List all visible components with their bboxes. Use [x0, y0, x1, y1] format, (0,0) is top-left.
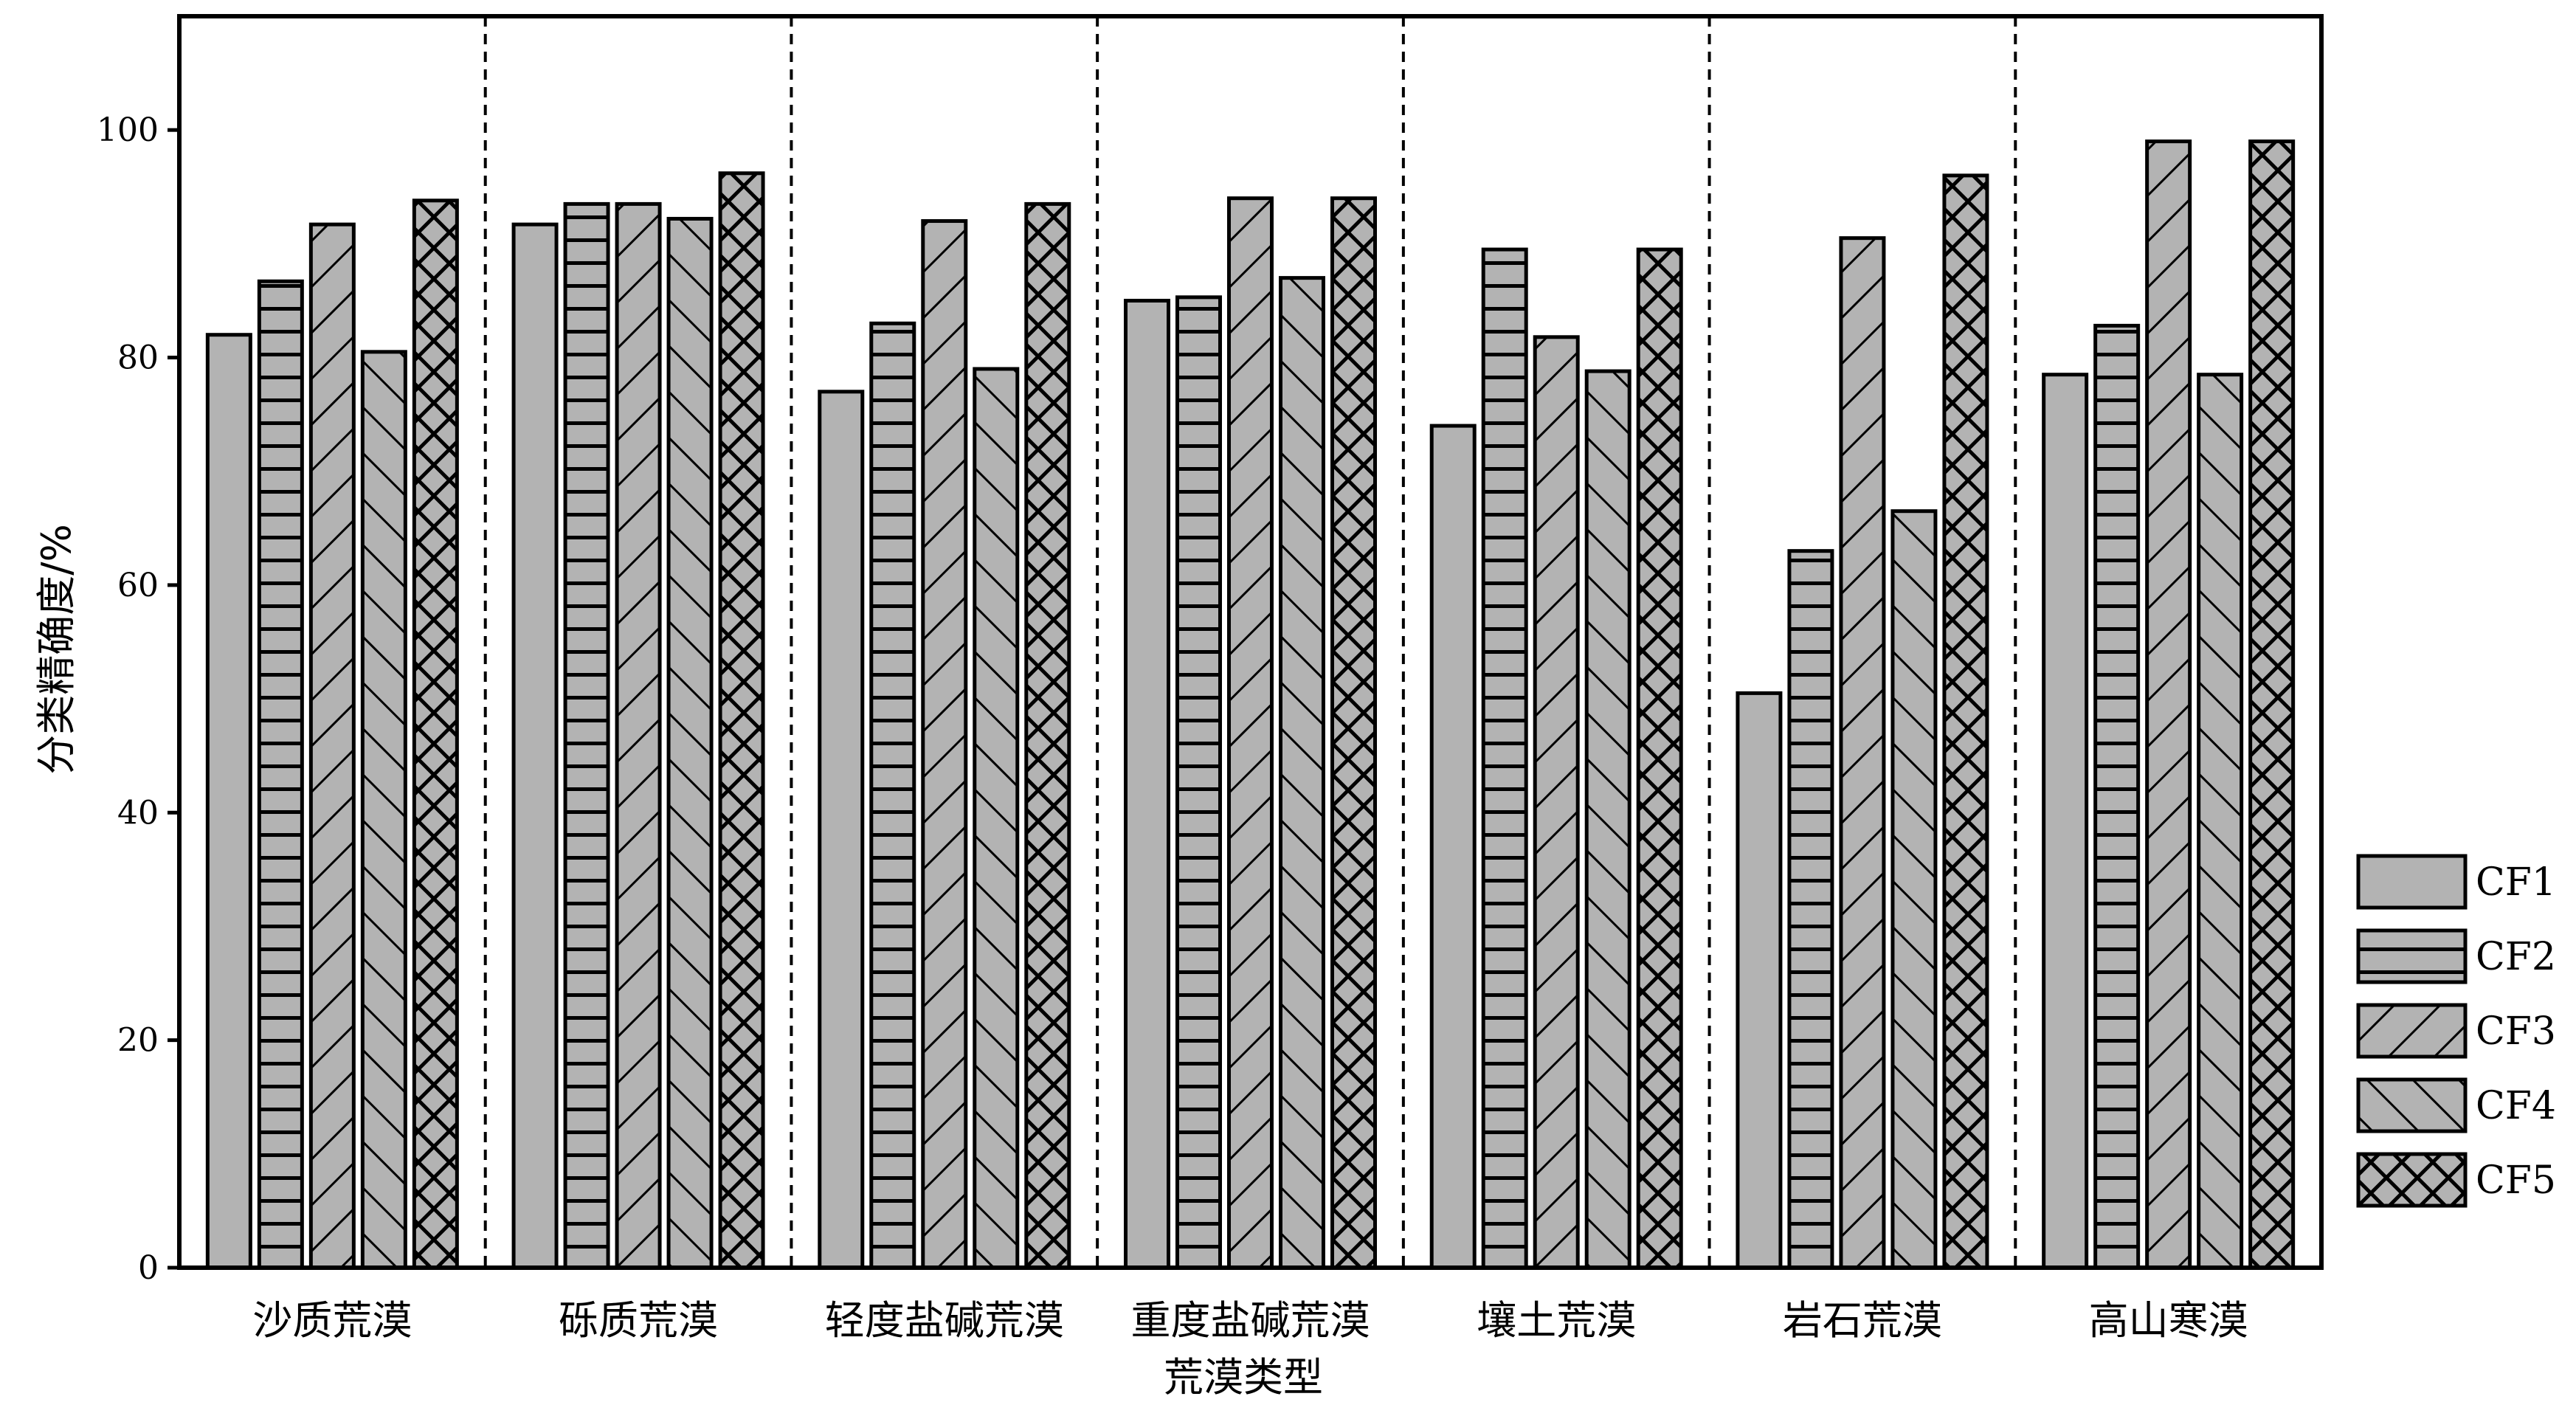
bar-cf3-4: [1533, 335, 1580, 1270]
legend-label-cf1: CF1: [2476, 860, 2556, 905]
x-tick-label: 轻度盐碱荒漠: [825, 1297, 1064, 1344]
x-tick-label: 沙质荒漠: [252, 1297, 412, 1344]
bar-cf5-1: [718, 171, 765, 1270]
bar-cf3-2: [921, 219, 968, 1270]
bar-cf5-0: [412, 198, 459, 1270]
bar-cf5-6: [2248, 139, 2296, 1270]
y-tick-label: 60: [117, 567, 159, 604]
bar-cf3-1: [615, 201, 662, 1270]
bar-cf3-0: [308, 222, 356, 1270]
bar-cf4-5: [1890, 509, 1938, 1270]
bar-cf3-5: [1839, 236, 1886, 1270]
y-tick-label: 0: [138, 1249, 159, 1287]
legend-label-cf4: CF4: [2476, 1084, 2556, 1128]
legend-label-cf2: CF2: [2476, 935, 2556, 979]
x-tick-label: 高山寒漠: [2089, 1297, 2248, 1344]
bar-cf1-2: [818, 390, 865, 1270]
y-tick-label: 40: [117, 794, 159, 832]
legend-swatch-cf1: [2356, 854, 2468, 910]
legend-label-cf3: CF3: [2476, 1009, 2556, 1054]
bar-cf5-2: [1024, 201, 1071, 1270]
bar-cf5-3: [1330, 196, 1377, 1270]
bar-cf1-1: [511, 222, 559, 1270]
legend-swatch-cf2: [2356, 928, 2468, 984]
legend-swatch-cf3: [2356, 1003, 2468, 1059]
bar-cf4-3: [1279, 276, 1325, 1270]
bar-cf2-0: [257, 279, 304, 1270]
bar-cf1-3: [1124, 298, 1170, 1270]
bar-cf1-6: [2042, 373, 2089, 1270]
y-tick-label: 20: [117, 1022, 159, 1060]
bar-cf2-1: [563, 201, 610, 1270]
legend-swatch-cf5: [2356, 1152, 2468, 1208]
group-separators: [483, 16, 2017, 1268]
y-tick-label: 100: [97, 111, 159, 149]
x-tick-label: 砾质荒漠: [559, 1297, 718, 1344]
bar-cf4-4: [1584, 369, 1631, 1270]
bar-cf3-3: [1227, 196, 1274, 1270]
y-tick-label: 80: [117, 339, 159, 377]
x-tick-label: 重度盐碱荒漠: [1131, 1297, 1370, 1344]
bar-cf3-6: [2145, 139, 2192, 1270]
x-axis-title: 荒漠类型: [1164, 1354, 1323, 1401]
bar-cf2-4: [1481, 247, 1528, 1270]
bar-cf5-5: [1942, 173, 1989, 1270]
bar-cf4-1: [666, 216, 714, 1270]
bar-cf2-3: [1175, 295, 1222, 1270]
bar-cf4-2: [973, 367, 1020, 1270]
bar-cf4-6: [2197, 373, 2244, 1270]
bars: [205, 139, 2296, 1270]
legend-swatch-cf4: [2356, 1077, 2468, 1133]
bar-cf5-4: [1636, 247, 1683, 1270]
bar-cf2-5: [1787, 549, 1834, 1270]
axes: 沙质荒漠 砾质荒漠 轻度盐碱荒漠 重度盐碱荒漠 壤土荒漠 岩石荒漠 高山寒漠 0 20 40 60 8…: [97, 14, 2324, 1344]
x-tick-label: 壤土荒漠: [1477, 1297, 1636, 1344]
x-tick-label: 岩石荒漠: [1783, 1297, 1942, 1344]
bar-cf4-0: [360, 350, 407, 1270]
bar-cf1-0: [205, 333, 252, 1270]
legend-label-cf5: CF5: [2476, 1158, 2556, 1203]
legend: CF1 CF2 CF3 CF4 CF5: [2356, 854, 2556, 1208]
y-axis-title: 分类精确度/%: [33, 524, 80, 775]
bar-cf2-2: [869, 321, 916, 1270]
bar-cf2-6: [2093, 323, 2141, 1270]
plot-frame: [177, 14, 2324, 1270]
bar-cf1-5: [1736, 691, 1783, 1270]
bar-cf1-4: [1429, 424, 1477, 1270]
